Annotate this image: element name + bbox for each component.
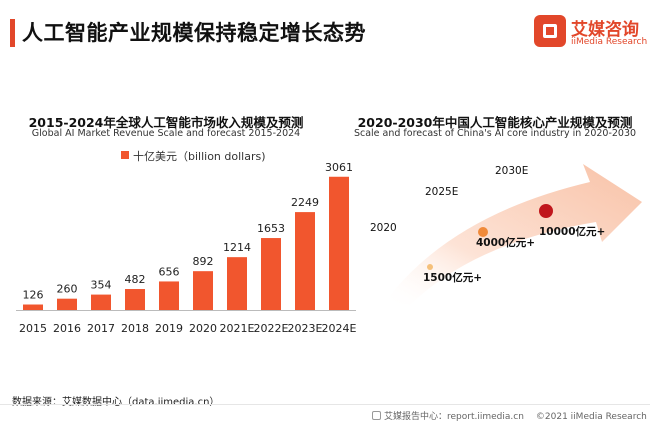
x-tick-label: 2018 [121, 322, 149, 335]
x-tick-label: 2020 [189, 322, 217, 335]
footer-center: 艾媒报告中心：report.iimedia.cn [384, 412, 524, 422]
left-chart-legend: 十亿美元（billion dollars) [121, 148, 266, 164]
footer-divider [0, 404, 650, 405]
bar-2023E [295, 212, 315, 310]
logo-mark-icon [534, 15, 566, 47]
bar-chart: 126 2015 260 2016 354 2017 482 2018 656 2019 892 20… [16, 161, 357, 335]
x-tick-label: 2024E [322, 322, 357, 335]
bar-2020 [193, 271, 213, 310]
point-2020 [427, 264, 433, 270]
bar-2022E [261, 238, 281, 310]
bar-2017 [91, 294, 111, 310]
footer-text: 艾媒报告中心：report.iimedia.cn ©2021 iiMedia Re… [372, 409, 650, 422]
legend-label: 十亿美元（billion dollars) [133, 150, 266, 163]
growth-arrow-graphic [385, 164, 642, 305]
page-title: 人工智能产业规模保持稳定增长态势 [22, 21, 366, 45]
right-chart-subtitle: Scale and forecast of China's AI core in… [353, 128, 637, 139]
bar-value-label: 656 [159, 265, 180, 278]
bar-2021E [227, 257, 247, 310]
bar-value-label: 354 [91, 279, 112, 292]
left-chart-subtitle: Global AI Market Revenue Scale and forec… [31, 128, 301, 139]
bar-value-label: 260 [57, 283, 78, 296]
iimedia-logo: 艾媒咨询 iiMedia Research [534, 15, 648, 55]
bar-value-label: 482 [125, 273, 146, 286]
bar-value-label: 126 [23, 289, 44, 302]
footer-copyright: ©2021 iiMedia Research Inc [535, 412, 650, 422]
x-tick-label: 2021E [220, 322, 255, 335]
bar-value-label: 3061 [325, 161, 353, 174]
bar-2019 [159, 281, 179, 310]
data-source: 数据来源：艾媒数据中心（data.iimedia.cn） [12, 397, 220, 408]
bar-value-label: 892 [193, 255, 214, 268]
x-tick-label: 2023E [288, 322, 323, 335]
x-tick-label: 2019 [155, 322, 183, 335]
point-2030 [539, 204, 553, 218]
value-2030-label: 10000亿元+ [539, 226, 606, 238]
legend-swatch [121, 151, 129, 159]
bar-2024E [329, 176, 349, 310]
year-2020-label: 2020 [370, 222, 397, 234]
left-chart-title: 2015-2024年全球人工智能市场收入规模及预测 [28, 115, 304, 130]
report-icon [372, 411, 381, 420]
bar-value-label: 1214 [223, 241, 251, 254]
value-2020-label: 1500亿元+ [423, 272, 483, 284]
bar-2018 [125, 289, 145, 310]
logo-en-text: iiMedia Research [571, 37, 648, 47]
growth-arrow-shape [385, 164, 642, 305]
bar-value-label: 2249 [291, 196, 319, 209]
bar-2015 [23, 304, 43, 310]
bar-2016 [57, 298, 77, 310]
x-tick-label: 2016 [53, 322, 81, 335]
logo-cn-text: 艾媒咨询 [571, 20, 639, 40]
year-2025-label: 2025E [425, 186, 459, 198]
point-2025 [478, 227, 488, 237]
right-chart-title: 2020-2030年中国人工智能核心产业规模及预测 [357, 115, 633, 130]
value-2025-label: 4000亿元+ [476, 237, 536, 249]
x-tick-label: 2017 [87, 322, 115, 335]
x-tick-label: 2015 [19, 322, 47, 335]
year-2030-label: 2030E [495, 165, 529, 177]
bar-value-label: 1653 [257, 222, 285, 235]
x-tick-label: 2022E [254, 322, 289, 335]
title-accent-bar [10, 19, 15, 47]
